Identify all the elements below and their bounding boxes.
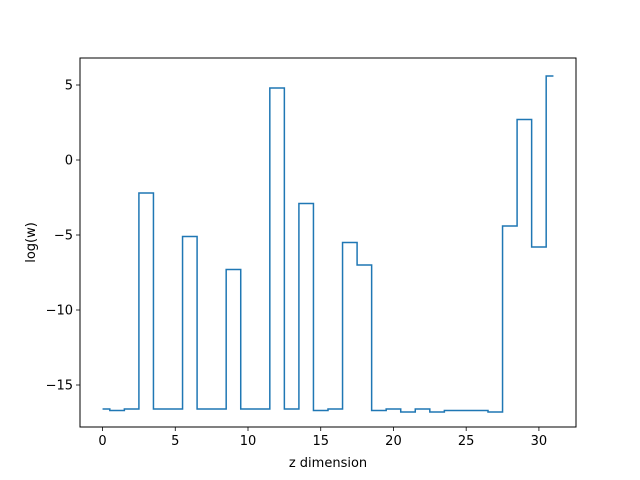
x-tick-label: 25	[458, 434, 475, 449]
x-tick-label: 10	[240, 434, 257, 449]
x-axis: 0 5 10 15 20 25 30	[98, 427, 547, 449]
y-axis: −15 −10 −5 0 5	[46, 79, 80, 394]
x-tick-label: 15	[312, 434, 329, 449]
y-tick-label: −5	[54, 229, 73, 244]
y-axis-label: log(w)	[24, 222, 39, 263]
y-tick-label: −15	[46, 379, 73, 394]
y-tick-label: 0	[65, 154, 73, 169]
x-tick-label: 5	[171, 434, 179, 449]
series-line-0	[102, 75, 554, 413]
x-tick-label: 30	[531, 434, 548, 449]
x-tick-label: 20	[385, 434, 402, 449]
axes-frame	[79, 57, 577, 428]
y-tick-label: 5	[65, 79, 73, 94]
x-axis-label: z dimension	[289, 456, 367, 471]
x-tick-label: 0	[98, 434, 106, 449]
plot-area	[102, 75, 554, 413]
y-tick-label: −10	[46, 304, 73, 319]
